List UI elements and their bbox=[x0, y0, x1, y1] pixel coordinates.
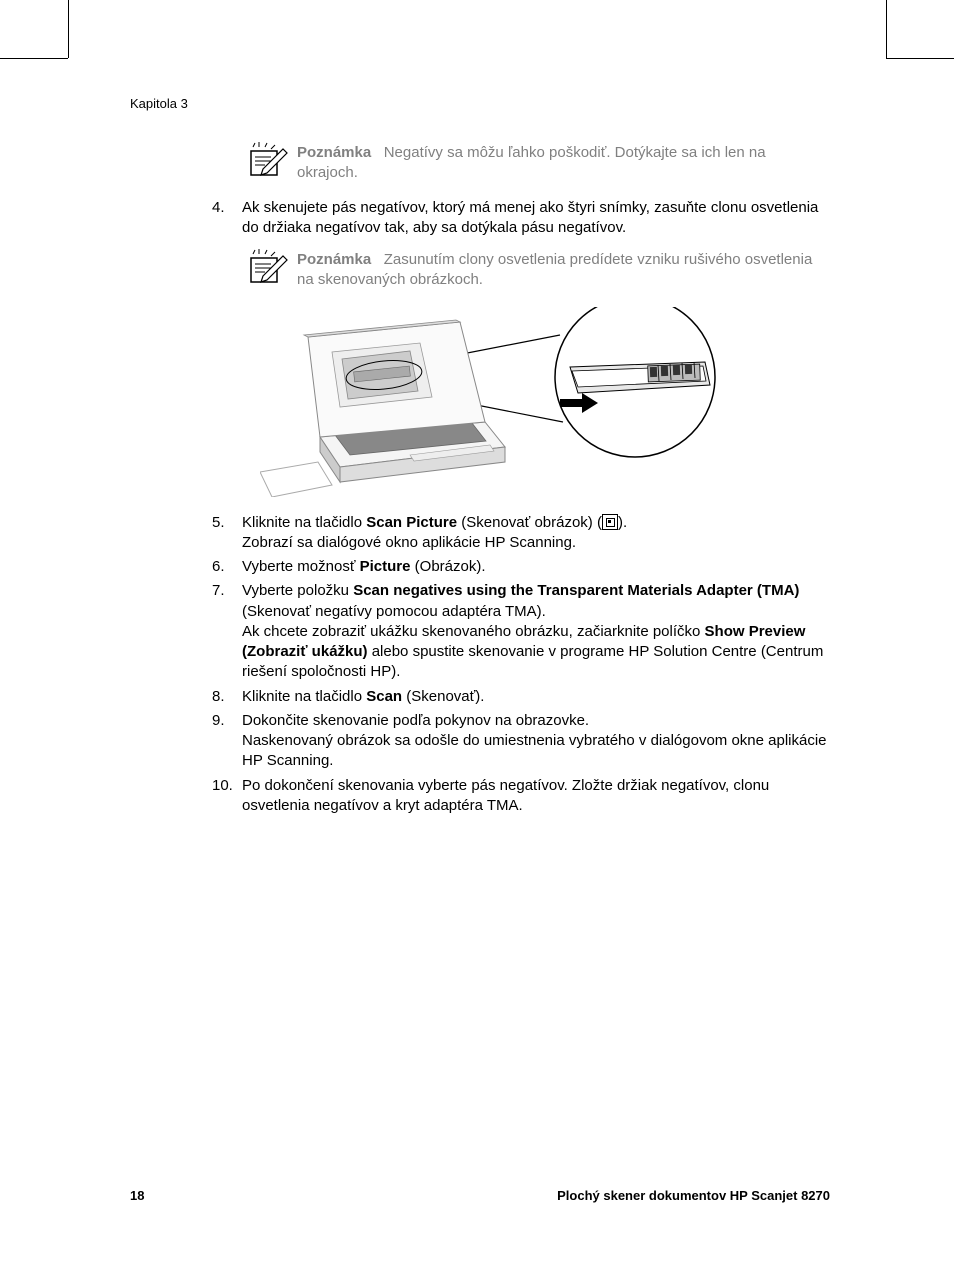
bold-text: Scan bbox=[366, 688, 402, 705]
step-body: Ak skenujete pás negatívov, ktorý má men… bbox=[242, 198, 830, 239]
step-8: 8. Kliknite na tlačidlo Scan (Skenovať). bbox=[212, 687, 830, 707]
text: (Skenovať negatívy pomocou adaptéra TMA)… bbox=[242, 603, 546, 620]
step-number: 4. bbox=[212, 198, 242, 239]
content-area: Kapitola 3 Poznámka Negatívy sa môžu ľah… bbox=[130, 96, 830, 820]
step-body: Po dokončení skenovania vyberte pás nega… bbox=[242, 776, 830, 817]
step-7: 7. Vyberte položku Scan negatives using … bbox=[212, 581, 830, 682]
step-9: 9. Dokončite skenovanie podľa pokynov na… bbox=[212, 711, 830, 772]
text: Zobrazí sa dialógové okno aplikácie HP S… bbox=[242, 534, 576, 551]
step-body: Vyberte možnosť Picture (Obrázok). bbox=[242, 557, 830, 577]
step-list-b: 5. Kliknite na tlačidlo Scan Picture (Sk… bbox=[212, 513, 830, 817]
step-number: 8. bbox=[212, 687, 242, 707]
text: Vyberte položku bbox=[242, 582, 353, 599]
text: Ak chcete zobraziť ukážku skenovaného ob… bbox=[242, 623, 705, 640]
text: Naskenovaný obrázok sa odošle do umiestn… bbox=[242, 732, 827, 769]
step-6: 6. Vyberte možnosť Picture (Obrázok). bbox=[212, 557, 830, 577]
step-number: 7. bbox=[212, 581, 242, 682]
step-number: 6. bbox=[212, 557, 242, 577]
note-icon bbox=[245, 248, 289, 288]
crop-mark bbox=[0, 58, 68, 59]
note-2-text: Poznámka Zasunutím clony osvetlenia pred… bbox=[297, 248, 830, 291]
crop-mark bbox=[68, 0, 69, 58]
crop-mark bbox=[886, 58, 954, 59]
step-number: 5. bbox=[212, 513, 242, 554]
step-body: Vyberte položku Scan negatives using the… bbox=[242, 581, 830, 682]
text: (Skenovať). bbox=[402, 688, 484, 705]
text: ). bbox=[618, 514, 627, 531]
text: Kliknite na tlačidlo bbox=[242, 688, 366, 705]
note-1: Poznámka Negatívy sa môžu ľahko poškodiť… bbox=[245, 141, 830, 184]
text: (Obrázok). bbox=[410, 558, 485, 575]
scanner-figure bbox=[260, 307, 730, 497]
step-list-a: 4. Ak skenujete pás negatívov, ktorý má … bbox=[212, 198, 830, 239]
note-1-text: Poznámka Negatívy sa môžu ľahko poškodiť… bbox=[297, 141, 830, 184]
page: Kapitola 3 Poznámka Negatívy sa môžu ľah… bbox=[0, 0, 954, 1272]
scan-picture-icon bbox=[602, 514, 618, 530]
text: Dokončite skenovanie podľa pokynov na ob… bbox=[242, 712, 589, 729]
bold-text: Scan Picture bbox=[366, 514, 457, 531]
step-10: 10. Po dokončení skenovania vyberte pás … bbox=[212, 776, 830, 817]
step-body: Dokončite skenovanie podľa pokynov na ob… bbox=[242, 711, 830, 772]
text: Vyberte možnosť bbox=[242, 558, 360, 575]
note-label: Poznámka bbox=[297, 144, 371, 161]
bold-text: Picture bbox=[360, 558, 411, 575]
step-number: 9. bbox=[212, 711, 242, 772]
step-5: 5. Kliknite na tlačidlo Scan Picture (Sk… bbox=[212, 513, 830, 554]
page-number: 18 bbox=[130, 1188, 144, 1203]
note-icon bbox=[245, 141, 289, 181]
crop-mark bbox=[886, 0, 887, 58]
chapter-header: Kapitola 3 bbox=[130, 96, 830, 111]
note-2: Poznámka Zasunutím clony osvetlenia pred… bbox=[245, 248, 830, 291]
step-number: 10. bbox=[212, 776, 242, 817]
step-body: Kliknite na tlačidlo Scan Picture (Skeno… bbox=[242, 513, 830, 554]
footer-title: Plochý skener dokumentov HP Scanjet 8270 bbox=[557, 1188, 830, 1203]
text: (Skenovať obrázok) ( bbox=[457, 514, 602, 531]
bold-text: Scan negatives using the Transparent Mat… bbox=[353, 582, 799, 599]
step-4: 4. Ak skenujete pás negatívov, ktorý má … bbox=[212, 198, 830, 239]
footer: 18 Plochý skener dokumentov HP Scanjet 8… bbox=[130, 1188, 830, 1203]
note-label: Poznámka bbox=[297, 251, 371, 268]
text: Kliknite na tlačidlo bbox=[242, 514, 366, 531]
step-body: Kliknite na tlačidlo Scan (Skenovať). bbox=[242, 687, 830, 707]
